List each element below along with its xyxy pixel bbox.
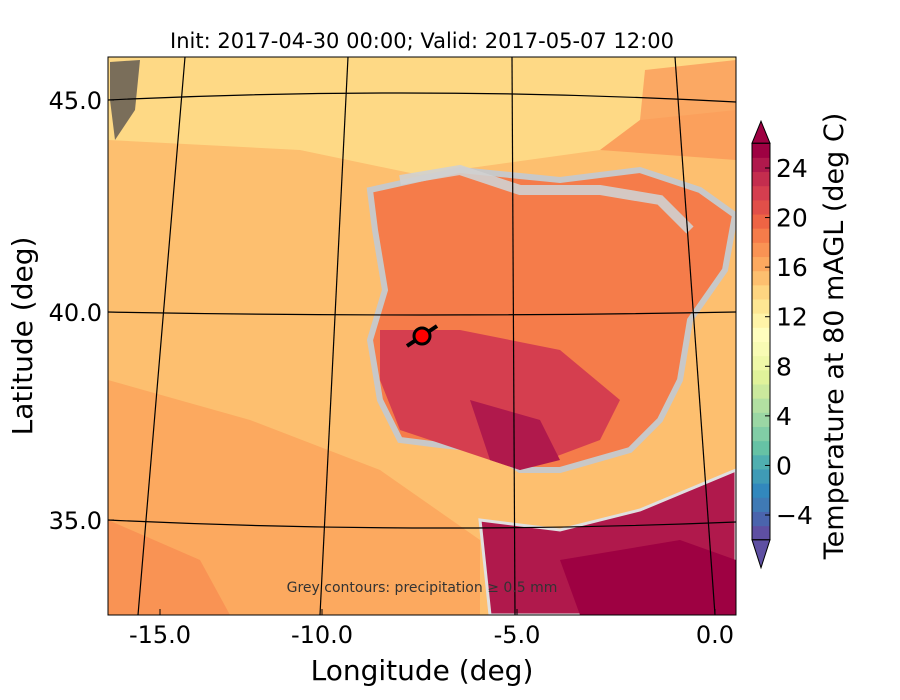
x-tick-label: -5.0 xyxy=(494,621,541,649)
colorbar-tick-label: 0 xyxy=(776,451,792,480)
colorbar-segment xyxy=(752,299,770,314)
colorbar-segment xyxy=(752,468,770,484)
colorbar-segment xyxy=(752,412,770,427)
andalusia-hot xyxy=(470,400,560,470)
x-tick-label: -10.0 xyxy=(291,621,353,649)
colorbar-extend-min xyxy=(751,539,771,570)
colorbar-segment xyxy=(752,383,770,399)
colorbar-frame xyxy=(751,142,771,541)
colorbar-segment xyxy=(752,199,770,215)
colorbar-tick-label: 4 xyxy=(776,402,792,431)
iberia-hot-core xyxy=(380,330,620,470)
colorbar-segment xyxy=(752,143,770,158)
colorbar-segment xyxy=(752,185,770,201)
map-area xyxy=(108,57,736,615)
colorbar-tick-label: 16 xyxy=(776,253,808,282)
precip-contours xyxy=(399,164,694,234)
colorbar-segment xyxy=(752,284,770,300)
north-africa-hot xyxy=(560,540,736,615)
colorbar-segment xyxy=(752,242,770,258)
terrain-patch xyxy=(110,60,140,140)
colorbar-segment xyxy=(752,440,770,456)
y-tick-label: 45.0 xyxy=(49,87,102,115)
colorbar-tick-label: 24 xyxy=(776,154,808,183)
colorbar-segment xyxy=(752,483,770,498)
colorbar-segment xyxy=(752,171,770,187)
colorbar-segment xyxy=(752,313,770,328)
x-axis-label: Longitude (deg) xyxy=(311,654,534,687)
colorbar-tick-label: −4 xyxy=(776,501,813,530)
southwest-warm-field xyxy=(108,520,230,615)
colorbar-segment xyxy=(752,525,770,541)
north-warm-field xyxy=(108,57,736,175)
france-field xyxy=(600,60,736,160)
plot-frame xyxy=(107,56,737,616)
y-tick-label: 40.0 xyxy=(49,299,102,327)
chart-title: Init: 2017-04-30 00:00; Valid: 2017-05-0… xyxy=(170,29,674,53)
colorbar-segment xyxy=(752,454,770,470)
y-tick-label: 35.0 xyxy=(49,507,102,535)
colorbar-segment xyxy=(752,341,770,357)
colorbar-segment xyxy=(752,327,770,342)
graticule xyxy=(108,57,736,615)
colorbar: −4 0 4 8 12 16 20 24 xyxy=(751,119,813,570)
colorbar-segment xyxy=(752,398,770,413)
colorbar-extend-max xyxy=(751,119,771,144)
x-tick-label: -15.0 xyxy=(129,621,191,649)
colorbar-tick-label: 8 xyxy=(776,352,792,381)
y-ticks: 45.0 40.0 35.0 xyxy=(49,87,114,535)
colorbar-segment xyxy=(752,270,770,286)
colorbar-segment xyxy=(752,369,770,385)
colorbar-segment xyxy=(752,511,770,527)
x-tick-label: 0.0 xyxy=(696,621,734,649)
x-ticks: -15.0 -10.0 -5.0 0.0 xyxy=(129,609,734,649)
colorbar-segment xyxy=(752,214,770,229)
colorbar-segment xyxy=(752,256,770,272)
southwest-field xyxy=(108,380,480,615)
colorbar-segment xyxy=(752,157,770,173)
colorbar-segment xyxy=(752,426,770,442)
colorbar-tick-label: 12 xyxy=(776,303,808,332)
annotation: Grey contours: precipitation ≥ 0.5 mm xyxy=(287,580,558,596)
colorbar-segment xyxy=(752,228,770,243)
location-marker xyxy=(405,324,439,348)
colorbar-segment xyxy=(752,497,770,512)
colorbar-tick-label: 20 xyxy=(776,204,808,233)
colorbar-segment xyxy=(752,355,770,371)
y-axis-label: Latitude (deg) xyxy=(6,237,39,436)
colorbar-label: Temperature at 80 mAGL (deg C) xyxy=(819,113,850,561)
